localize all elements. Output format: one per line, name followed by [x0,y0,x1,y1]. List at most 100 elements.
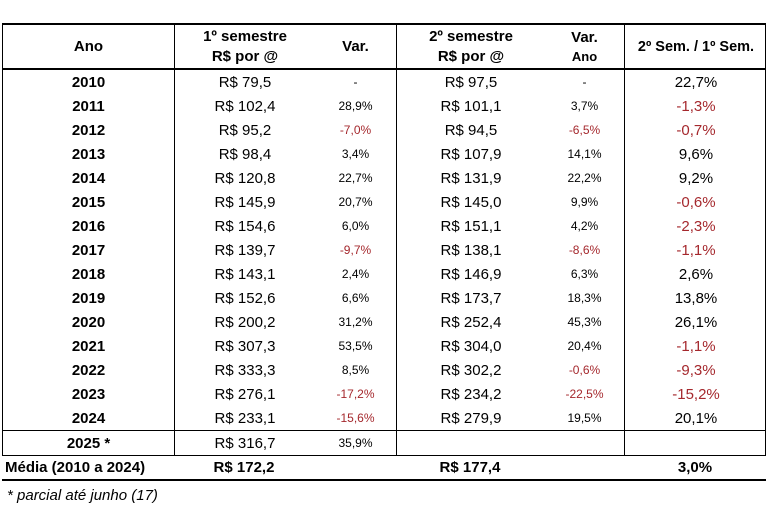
s1-price-cell: R$ 333,3 [214,361,276,379]
header-var-year-label: Var. [571,29,598,46]
s2-price-cell: R$ 131,9 [440,169,502,187]
table-body: 2010 R$ 79,5 - R$ 97,5 - 22,7% 2011 R$ 102,4 28,… [2,70,766,430]
s1-price-cell: R$ 145,9 [214,193,276,211]
ratio-cell: 9,6% [678,145,714,163]
summary-s2-price: R$ 177,4 [439,459,501,476]
table-row: 2021 R$ 307,3 53,5% R$ 304,0 20,4% -1,1% [3,334,765,358]
ratio-cell: -0,7% [676,121,716,139]
header-1st-semester: 1º semestre R$ por @ [175,25,315,68]
s1-price-cell: R$ 200,2 [214,313,276,331]
summary-s2-var-empty [544,456,624,479]
year-cell: 2020 [3,310,175,334]
s2-var-cell: 22,2% [545,166,625,190]
ratio-cell: 22,7% [674,73,718,91]
table-row: 2024 R$ 233,1 -15,6% R$ 279,9 19,5% 20,1% [3,406,765,430]
year-cell: 2012 [3,118,175,142]
ratio-cell: 9,2% [678,169,714,187]
s1-var-cell: 28,9% [315,94,397,118]
s2-price-cell: R$ 146,9 [440,265,502,283]
s1-price-cell: R$ 120,8 [214,169,276,187]
s1-price-cell: R$ 79,5 [218,73,272,91]
s1-price-cell: R$ 143,1 [214,265,276,283]
header-ano: Ano [3,25,175,68]
s2-price-cell: R$ 97,5 [444,73,498,91]
s2-var-cell: 6,3% [545,262,625,286]
ratio-cell: -15,2% [672,385,720,403]
s2-var-cell: 20,4% [545,334,625,358]
header-2nd-semester: 2º semestre R$ por @ [397,25,545,68]
s1-var-cell: 6,0% [315,214,397,238]
table-header-row: Ano 1º semestre R$ por @ Var. 2º semestr… [2,23,766,70]
s2-var-cell: 9,9% [545,190,625,214]
table-row: 2020 R$ 200,2 31,2% R$ 252,4 45,3% 26,1% [3,310,765,334]
year-cell: 2013 [3,142,175,166]
summary-ratio: 3,0% [677,459,713,476]
year-cell: 2022 [3,358,175,382]
footnote: * parcial até junho (17) [7,487,158,504]
year-cell: 2011 [3,94,175,118]
summary-row: Média (2010 a 2024) R$ 172,2 R$ 177,4 3,… [2,456,766,481]
s2-price-cell: R$ 107,9 [440,145,502,163]
table-row: 2018 R$ 143,1 2,4% R$ 146,9 6,3% 2,6% [3,262,765,286]
s2-price-cell [397,431,545,455]
year-cell: 2017 [3,238,175,262]
s1-var-cell: 35,9% [315,431,397,455]
s2-var-cell: -8,6% [545,238,625,262]
s2-var-cell: 4,2% [545,214,625,238]
s2-price-cell: R$ 279,9 [440,409,502,427]
table-row: 2017 R$ 139,7 -9,7% R$ 138,1 -8,6% -1,1% [3,238,765,262]
s1-price-cell: R$ 276,1 [214,385,276,403]
s2-var-cell [545,431,625,455]
s1-price-cell: R$ 102,4 [214,97,276,115]
s2-var-cell: - [545,70,625,94]
table-row: 2010 R$ 79,5 - R$ 97,5 - 22,7% [3,70,765,94]
table-row: 2012 R$ 95,2 -7,0% R$ 94,5 -6,5% -0,7% [3,118,765,142]
s2-price-cell: R$ 302,2 [440,361,502,379]
header-var-1st-label: Var. [342,37,369,55]
s1-price-cell: R$ 98,4 [218,145,272,163]
s1-price-cell: R$ 139,7 [214,241,276,259]
year-cell: 2025 * [3,431,175,455]
ratio-cell: -0,6% [676,193,716,211]
s1-price-cell: R$ 307,3 [214,337,276,355]
s1-var-cell: 53,5% [315,334,397,358]
header-2nd-semester-title: 2º semestre [429,27,513,45]
table-row: 2025 * R$ 316,7 35,9% [3,431,765,455]
s1-var-cell: 20,7% [315,190,397,214]
ratio-cell: -1,3% [676,97,716,115]
year-cell: 2023 [3,382,175,406]
s2-var-cell: 19,5% [545,406,625,430]
ratio-cell: -1,1% [676,337,716,355]
s2-var-cell: 14,1% [545,142,625,166]
table-row: 2014 R$ 120,8 22,7% R$ 131,9 22,2% 9,2% [3,166,765,190]
header-1st-semester-title: 1º semestre [203,27,287,45]
ratio-cell: 26,1% [674,313,718,331]
s1-var-cell: -15,6% [315,406,397,430]
year-cell: 2010 [3,70,175,94]
s2-price-cell: R$ 173,7 [440,289,502,307]
year-cell: 2016 [3,214,175,238]
s1-price-cell: R$ 152,6 [214,289,276,307]
s1-price-cell: R$ 154,6 [214,217,276,235]
table-row: 2022 R$ 333,3 8,5% R$ 302,2 -0,6% -9,3% [3,358,765,382]
s1-var-cell: 6,6% [315,286,397,310]
header-var-year: Var. Ano [545,25,625,68]
year-cell: 2024 [3,406,175,430]
table-row: 2016 R$ 154,6 6,0% R$ 151,1 4,2% -2,3% [3,214,765,238]
s1-price-cell: R$ 95,2 [218,121,272,139]
s2-var-cell: 3,7% [545,94,625,118]
s2-price-cell: R$ 234,2 [440,385,502,403]
ratio-cell: 20,1% [674,409,718,427]
summary-label: Média (2010 a 2024) [5,459,146,476]
s2-price-cell: R$ 304,0 [440,337,502,355]
ratio-cell: -9,3% [676,361,716,379]
header-1st-semester-unit: R$ por @ [211,47,279,65]
ratio-cell: 2,6% [678,265,714,283]
table-row: 2023 R$ 276,1 -17,2% R$ 234,2 -22,5% -15,2% [3,382,765,406]
s2-price-cell: R$ 151,1 [440,217,502,235]
s2-var-cell: -6,5% [545,118,625,142]
s1-var-cell: -17,2% [315,382,397,406]
s1-var-cell: - [315,70,397,94]
s1-var-cell: 8,5% [315,358,397,382]
